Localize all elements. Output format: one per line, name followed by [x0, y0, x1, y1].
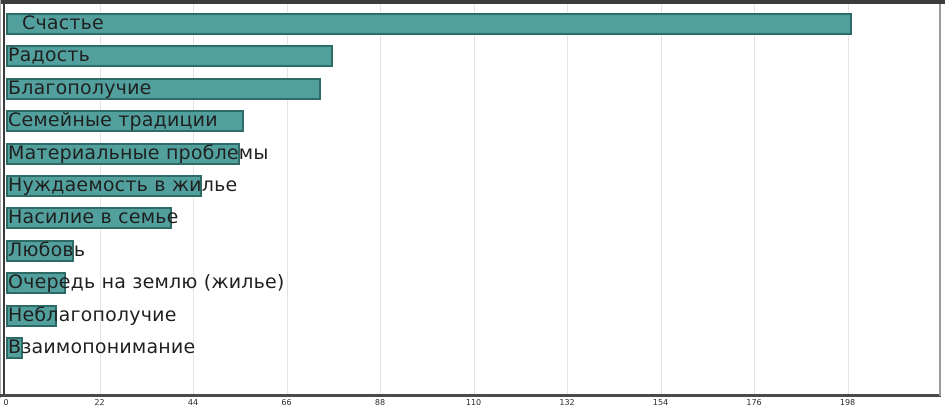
gridline	[380, 4, 381, 394]
gridline	[193, 4, 194, 394]
x-tick-label: 0	[3, 398, 9, 407]
x-tick-label: 66	[281, 398, 292, 407]
bar-label: Благополучие	[8, 76, 152, 99]
bar	[6, 239, 74, 262]
bar-label: Семейные традиции	[8, 109, 218, 132]
y-axis-line	[3, 4, 5, 396]
bar	[6, 337, 23, 359]
x-tick-label: 176	[746, 398, 762, 407]
gridline	[754, 4, 755, 394]
x-tick-label: 110	[465, 398, 482, 407]
x-tick-label: 44	[187, 398, 199, 407]
x-tick-label: 154	[652, 398, 669, 407]
bar-label: Неблагополучие	[8, 303, 177, 326]
bar	[6, 304, 57, 327]
bar	[6, 142, 240, 165]
bar	[6, 272, 66, 295]
bar-label: Нуждаемость в жилье	[8, 174, 238, 196]
x-tick-label: 22	[94, 398, 105, 407]
gridline	[660, 4, 662, 394]
bar	[6, 110, 244, 133]
chart-right-border	[939, 4, 941, 396]
gridline	[99, 4, 101, 394]
x-tick-label: 198	[839, 398, 856, 407]
bar-label: Очередь на землю (жилье)	[8, 271, 285, 294]
gridline	[473, 4, 475, 394]
bar	[6, 13, 852, 35]
bar-label: Материальные проблемы	[8, 141, 269, 164]
bar	[6, 207, 172, 230]
bar-label: Насилие в семье	[8, 206, 179, 229]
gridline	[567, 4, 568, 394]
x-axis-line	[0, 394, 941, 397]
bar-label: Счастье	[22, 12, 104, 34]
bar-label: Взаимопонимание	[8, 336, 196, 358]
chart-outer-left-line	[0, 0, 1, 398]
bar	[6, 175, 202, 197]
x-tick-label: 132	[559, 398, 575, 407]
bar-label: Любовь	[8, 238, 86, 261]
bar	[6, 45, 333, 68]
bar	[6, 77, 321, 100]
x-tick-label: 88	[374, 398, 386, 407]
gridline	[847, 4, 849, 394]
gridline	[286, 4, 288, 394]
chart-top-border	[0, 0, 945, 4]
bar-label: Радость	[8, 44, 90, 67]
